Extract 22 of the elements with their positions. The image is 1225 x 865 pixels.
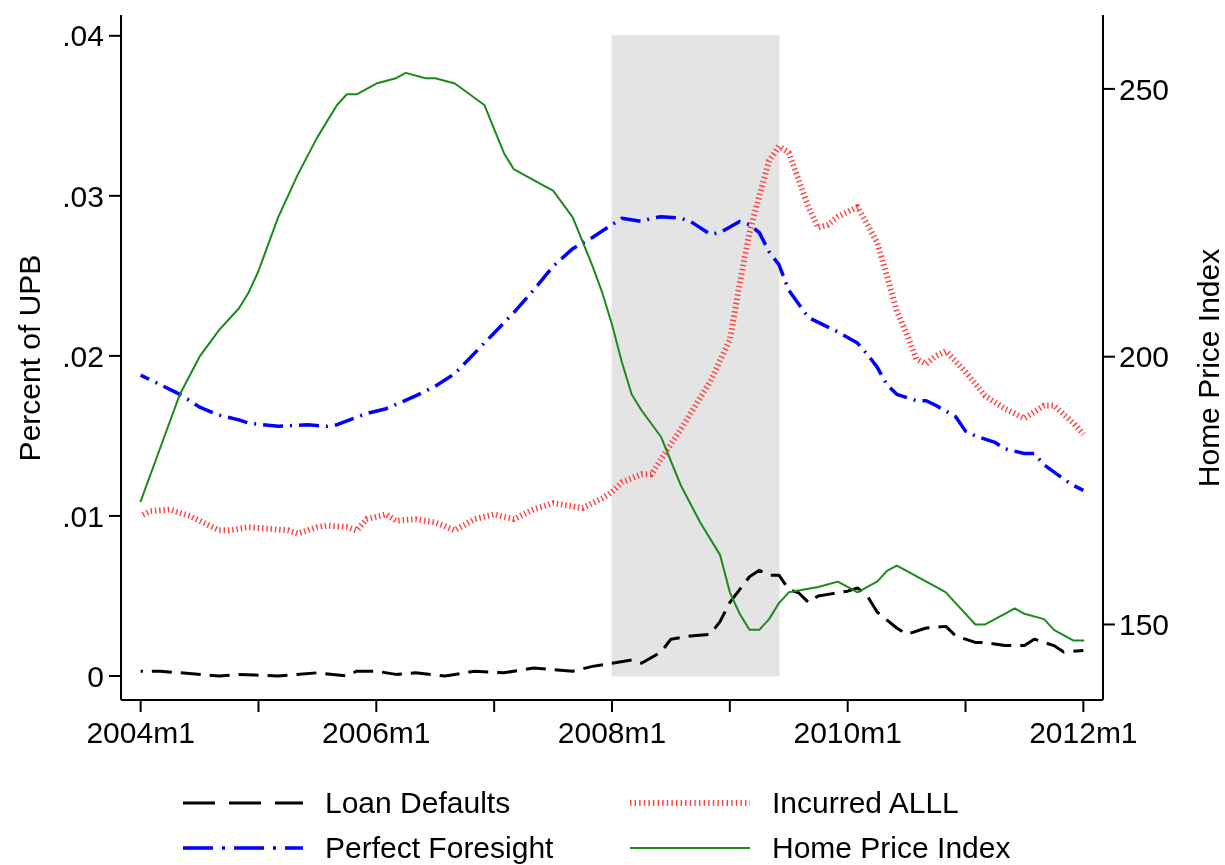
legend-label: Incurred ALLL (772, 785, 959, 821)
line-series (139, 71, 1085, 642)
x-tick-label: 2010m1 (793, 716, 902, 750)
y2-axis-title: Home Price Index (1192, 248, 1225, 487)
legend-label: Perfect Foresight (325, 830, 554, 865)
x-tick-label: 2008m1 (557, 716, 667, 750)
y-tick-label: .01 (62, 499, 104, 533)
line-series (139, 568, 1085, 678)
y2-tick-label: 250 (1119, 72, 1170, 106)
y-tick-label: .04 (62, 19, 104, 53)
legend-label: Home Price Index (772, 830, 1011, 865)
y-axis-title: Percent of UPB (13, 254, 47, 461)
y2-tick-label: 200 (1119, 340, 1170, 374)
y-tick-label: .03 (62, 179, 104, 213)
y2-tick-label: 150 (1119, 608, 1170, 642)
legend-label: Loan Defaults (325, 785, 511, 821)
x-tick-label: 2006m1 (322, 716, 431, 750)
x-tick-label: 2012m1 (1029, 716, 1138, 750)
line-series (138, 214, 1086, 493)
x-tick-label: 2004m1 (86, 716, 195, 750)
y-tick-label: .02 (62, 339, 104, 373)
y-tick-label: 0 (87, 659, 104, 693)
